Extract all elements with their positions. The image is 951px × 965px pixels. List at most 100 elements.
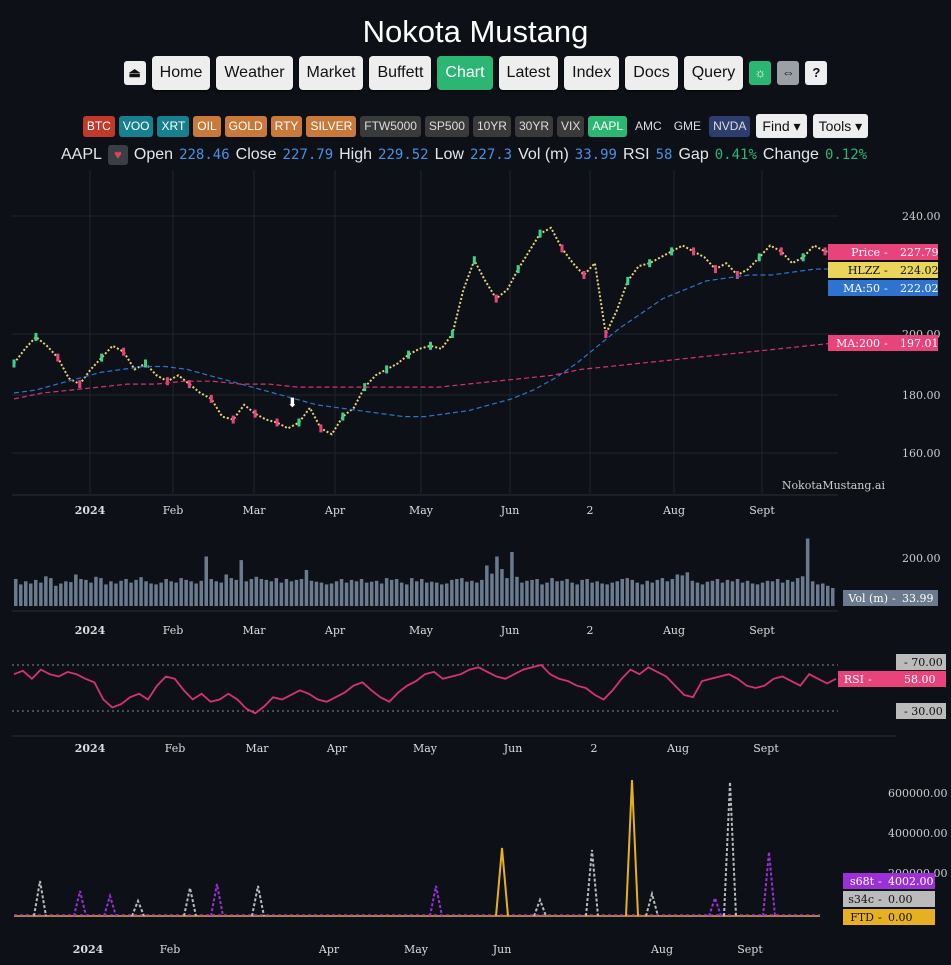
price-candle: [341, 412, 345, 421]
high-value: 229.52: [378, 147, 429, 163]
change-label: Change: [762, 146, 819, 163]
volume-bar: [485, 565, 489, 606]
volume-bar: [610, 582, 614, 606]
volume-bar: [730, 581, 735, 607]
volume-bar: [229, 578, 233, 606]
volume-bar: [780, 582, 785, 606]
short-spike: [210, 883, 224, 917]
volume-bar: [294, 579, 299, 606]
volume-bar: [790, 581, 795, 606]
x-axis-label: 2: [591, 742, 598, 755]
nav-docs[interactable]: Docs: [625, 56, 678, 90]
volume-bar: [319, 582, 324, 606]
volume-bar: [264, 579, 269, 606]
price-line: [13, 226, 837, 436]
ticker-xrt[interactable]: XRT: [157, 115, 190, 137]
price-candle: [735, 271, 739, 279]
nav-buffett[interactable]: Buffett: [369, 56, 432, 90]
nav-index[interactable]: Index: [564, 56, 620, 90]
heart-icon[interactable]: ♥: [107, 145, 128, 165]
vol-label-sep: -: [892, 592, 896, 605]
expand-icon[interactable]: ⇔: [777, 61, 800, 85]
find-dropdown[interactable]: Find ▾: [756, 114, 807, 138]
close-value: 227.79: [282, 147, 334, 163]
price-candle: [363, 383, 367, 392]
volume-bar: [284, 579, 289, 606]
ma200-label-name: MA:200: [836, 337, 880, 350]
rsi-label-sep: -: [868, 673, 872, 686]
volume-bar: [139, 577, 143, 606]
volume-bar: [785, 579, 790, 606]
nav-latest[interactable]: Latest: [498, 56, 559, 90]
volume-bar: [455, 579, 459, 606]
low-value: 227.3: [469, 147, 513, 163]
volume-bar: [104, 584, 108, 606]
ticker-amc[interactable]: AMC: [635, 118, 662, 133]
ticker-silver[interactable]: SILVER: [306, 115, 357, 137]
x-axis-label: Apr: [326, 742, 348, 755]
volume-bar: [354, 581, 359, 607]
price-y-tick: 200.00: [902, 328, 941, 341]
nav-market[interactable]: Market: [298, 56, 364, 90]
tools-dropdown[interactable]: Tools ▾: [812, 114, 869, 138]
volume-bar: [775, 579, 780, 606]
ticker-aapl[interactable]: AAPL: [588, 115, 628, 137]
ticker-ftw5000[interactable]: FTW5000: [360, 115, 421, 137]
high-label: High: [339, 146, 373, 163]
volume-bar: [415, 581, 419, 607]
rsi-30-label: - 30.00: [904, 705, 943, 718]
price-candle: [604, 330, 608, 338]
volume-bar: [510, 552, 514, 606]
price-candle: [144, 359, 148, 368]
price-candle: [560, 244, 564, 253]
s34c-label-name: s34c: [848, 893, 874, 906]
volume-bar: [450, 579, 454, 606]
vol-value: 33.99: [574, 147, 617, 163]
x-axis-label: Aug: [650, 943, 673, 956]
ma200-label-sep: -: [884, 337, 888, 350]
x-axis-label: Sept: [737, 943, 763, 956]
short-spike: [183, 887, 197, 917]
volume-bar: [570, 582, 574, 606]
x-axis-label: 2: [587, 624, 594, 637]
ticker-voo[interactable]: VOO: [118, 115, 154, 137]
volume-bar: [765, 580, 770, 606]
ticker-rty[interactable]: RTY: [270, 115, 303, 137]
ma50-line: [13, 268, 837, 418]
help-icon[interactable]: ?: [805, 61, 828, 85]
nav-home[interactable]: Home: [151, 56, 211, 90]
ticker-nvda[interactable]: NVDA: [709, 115, 751, 137]
ticker-gold[interactable]: GOLD: [224, 115, 267, 137]
ma50-label-value: 222.02: [900, 282, 939, 295]
volume-bar: [770, 581, 775, 607]
ma50-label-name: MA:50: [843, 282, 880, 295]
ticker-10yr[interactable]: 10YR: [472, 115, 511, 137]
nav-chart[interactable]: Chart: [437, 56, 493, 90]
nav-query[interactable]: Query: [683, 56, 744, 90]
volume-bar: [134, 579, 138, 606]
logout-icon[interactable]: ⏏: [123, 61, 146, 85]
x-axis-label: Jun: [500, 624, 520, 637]
volume-bar: [394, 579, 399, 606]
ticker-30yr[interactable]: 30YR: [514, 115, 554, 137]
x-axis-label: Mar: [245, 742, 269, 755]
x-axis-label: May: [409, 624, 434, 637]
short-spike: [625, 779, 639, 917]
rsi-label-name: RSI: [844, 673, 864, 686]
volume-bar: [580, 579, 584, 606]
nav-weather[interactable]: Weather: [216, 56, 293, 90]
ticker-oil[interactable]: OIL: [193, 115, 221, 137]
volume-bar: [740, 582, 745, 606]
volume-bar: [755, 584, 760, 606]
price-candle: [78, 380, 82, 389]
ticker-btc[interactable]: BTC: [82, 115, 115, 137]
ticker-sp500[interactable]: SP500: [424, 115, 469, 137]
ticker-vix[interactable]: VIX: [557, 115, 585, 137]
lightbulb-icon[interactable]: ☼: [749, 61, 772, 85]
short-y-tick: 400000.00: [888, 827, 948, 840]
volume-bar: [710, 580, 715, 606]
price-panel: [12, 170, 838, 495]
ticker-gme[interactable]: GME: [673, 118, 702, 133]
s68t-label-value: 4002.00: [888, 875, 934, 888]
price-candle: [231, 415, 235, 424]
